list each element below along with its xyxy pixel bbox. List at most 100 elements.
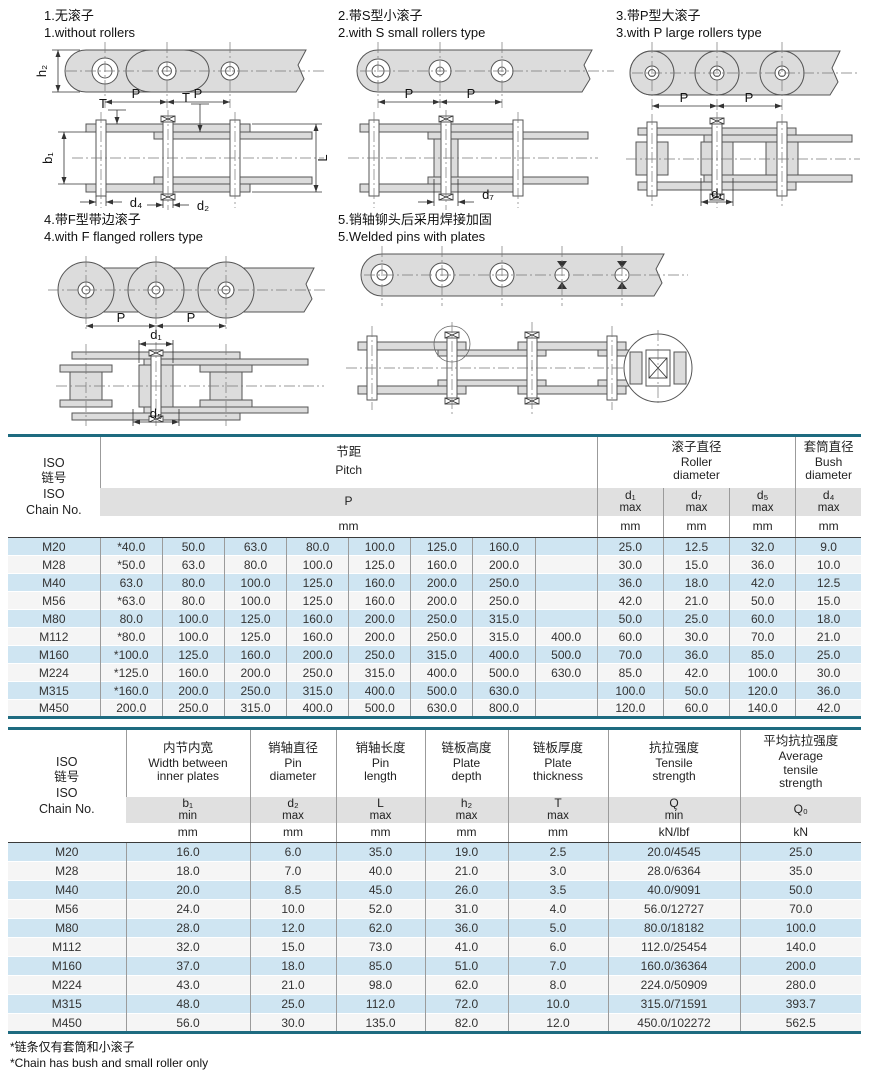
value-cell: 160.0 bbox=[286, 609, 349, 628]
col-zh: 链板厚度 bbox=[532, 741, 583, 756]
value-cell: 25.0 bbox=[249, 994, 336, 1014]
value-cell: 200.0 bbox=[99, 699, 163, 718]
dim-label-p: P bbox=[745, 90, 754, 105]
iso-chain-no-header: ISO 链号 ISO Chain No. bbox=[8, 435, 101, 538]
value-cell: 100.0 bbox=[596, 681, 664, 700]
value-cell: 80.0 bbox=[161, 591, 225, 610]
value-cell: *125.0 bbox=[99, 663, 163, 682]
value-cell: 315.0 bbox=[410, 645, 473, 664]
table-row: M160 *100.0 125.0 160.0 200.0 250.0 315.0 400.0… bbox=[8, 645, 861, 664]
qualifier: max bbox=[455, 810, 478, 823]
diagram-3-drawing: P P bbox=[626, 41, 860, 208]
value-cell: 200.0 bbox=[739, 956, 861, 976]
value-cell: 120.0 bbox=[596, 699, 664, 718]
dim-label-p: P bbox=[187, 310, 196, 325]
value-cell: *50.0 bbox=[99, 555, 163, 574]
chain-no-cell: M160 bbox=[8, 645, 101, 664]
diagram-5-title-zh: 5.销轴铆头后采用焊接加固 bbox=[338, 212, 492, 227]
value-cell: 21.0 bbox=[662, 591, 730, 610]
value-cell: 125.0 bbox=[286, 591, 349, 610]
diagram-4-title: 4.带F型带边滚子 4.with F flanged rollers type bbox=[44, 212, 332, 246]
qualifier: max bbox=[817, 502, 840, 515]
value-cell: 250.0 bbox=[161, 699, 225, 718]
value-cell: 85.0 bbox=[335, 956, 425, 976]
unit: mm bbox=[729, 515, 796, 538]
diagram-1-title: 1.无滚子 1.without rollers bbox=[44, 8, 332, 42]
value-cell: 140.0 bbox=[729, 699, 796, 718]
value-cell: 400.0 bbox=[286, 699, 349, 718]
value-cell: 250.0 bbox=[410, 627, 473, 646]
avg-tensile-strength-header: 平均抗拉强度 Average tensile strength bbox=[739, 728, 861, 797]
value-cell: 36.0 bbox=[596, 573, 664, 592]
iso-line: 链号 bbox=[41, 471, 67, 486]
value-cell: 630.0 bbox=[410, 699, 473, 718]
table-row: M450 200.0 250.0 315.0 400.0 500.0 630.0 800.0 1… bbox=[8, 699, 861, 718]
value-cell: 28.0/6364 bbox=[607, 861, 740, 881]
table-row: M160 37.0 18.0 85.0 51.0 7.0 160.0/36364 200.0 bbox=[8, 956, 861, 976]
value-cell: 125.0 bbox=[223, 609, 287, 628]
col-en: Plate depth bbox=[451, 755, 482, 784]
value-cell: 80.0 bbox=[286, 537, 349, 556]
d7-header: d₇ max bbox=[662, 487, 730, 516]
value-cell: 500.0 bbox=[534, 645, 598, 664]
qualifier: max bbox=[369, 810, 392, 823]
value-cell: 82.0 bbox=[424, 1013, 508, 1033]
table-row: M20 16.0 6.0 35.0 19.0 2.5 20.0/4545 25.0 bbox=[8, 842, 861, 862]
diagram-3-title: 3.带P型大滚子 3.with P large rollers type bbox=[616, 8, 867, 42]
col-en: Plate thickness bbox=[532, 755, 584, 784]
table1-body: M20 *40.0 50.0 63.0 80.0 100.0 125.0 160.0 25.0 1… bbox=[8, 537, 861, 718]
pitch-group-header: 节距 Pitch bbox=[99, 435, 598, 488]
roller-zh: 滚子直径 bbox=[671, 440, 722, 455]
value-cell: 24.0 bbox=[125, 899, 250, 919]
diagram-4-drawing: P P bbox=[48, 255, 326, 426]
col-en: Tensile strength bbox=[652, 755, 696, 784]
value-cell: 200.0 bbox=[410, 573, 473, 592]
value-cell: 51.0 bbox=[424, 956, 508, 976]
value-cell: 41.0 bbox=[424, 937, 508, 957]
value-cell: 63.0 bbox=[161, 555, 225, 574]
dim-label-p: P bbox=[194, 86, 203, 101]
value-cell: 30.0 bbox=[596, 555, 664, 574]
value-cell: 450.0/102272 bbox=[607, 1013, 740, 1033]
plate-thickness-header: 链板厚度 Plate thickness bbox=[507, 728, 608, 797]
value-cell: 19.0 bbox=[424, 842, 508, 862]
chain-no-cell: M450 bbox=[8, 1013, 126, 1033]
value-cell bbox=[534, 555, 598, 574]
value-cell: 160.0/36364 bbox=[607, 956, 740, 976]
value-cell: *100.0 bbox=[99, 645, 163, 664]
value-cell: 80.0/18182 bbox=[607, 918, 740, 938]
diagram-1-side-view: b₁ T T L d₄ d₂ bbox=[40, 90, 330, 212]
value-cell: 28.0 bbox=[125, 918, 250, 938]
chain-no-cell: M160 bbox=[8, 956, 126, 976]
dim-label-d1: d₁ bbox=[150, 327, 162, 342]
pitch-unit: mm bbox=[100, 515, 598, 538]
value-cell: 200.0 bbox=[348, 627, 411, 646]
dimensions-strength-table: ISO 链号 ISO Chain No. 内节内宽 Width between i… bbox=[8, 727, 861, 1034]
chain-no-cell: M315 bbox=[8, 994, 126, 1014]
value-cell: 100.0 bbox=[223, 591, 287, 610]
value-cell: 35.0 bbox=[335, 842, 425, 862]
pitch-en: Pitch bbox=[335, 463, 363, 478]
col-en: Pin length bbox=[364, 755, 397, 784]
table-row: M80 80.0 100.0 125.0 160.0 200.0 250.0 315.0 50.… bbox=[8, 609, 861, 628]
value-cell: 36.0 bbox=[662, 645, 730, 664]
value-cell: 160.0 bbox=[410, 555, 473, 574]
value-cell: 43.0 bbox=[125, 975, 250, 995]
value-cell: 250.0 bbox=[472, 591, 536, 610]
value-cell: 140.0 bbox=[739, 937, 861, 957]
value-cell: 31.0 bbox=[424, 899, 508, 919]
value-cell: 250.0 bbox=[223, 681, 287, 700]
value-cell: 37.0 bbox=[125, 956, 250, 976]
qualifier: max bbox=[619, 502, 642, 515]
value-cell: 400.0 bbox=[534, 627, 598, 646]
diagram-5-top-view bbox=[360, 245, 688, 306]
value-cell: 393.7 bbox=[739, 994, 861, 1014]
value-cell: 200.0 bbox=[348, 609, 411, 628]
table-row: M112 32.0 15.0 73.0 41.0 6.0 112.0/25454 140.0 bbox=[8, 937, 861, 957]
unit: mm bbox=[596, 515, 664, 538]
iso-chain-no-header: ISO 链号 ISO Chain No. bbox=[8, 728, 126, 843]
value-cell: 60.0 bbox=[729, 609, 796, 628]
value-cell: 15.0 bbox=[662, 555, 730, 574]
value-cell bbox=[534, 591, 598, 610]
